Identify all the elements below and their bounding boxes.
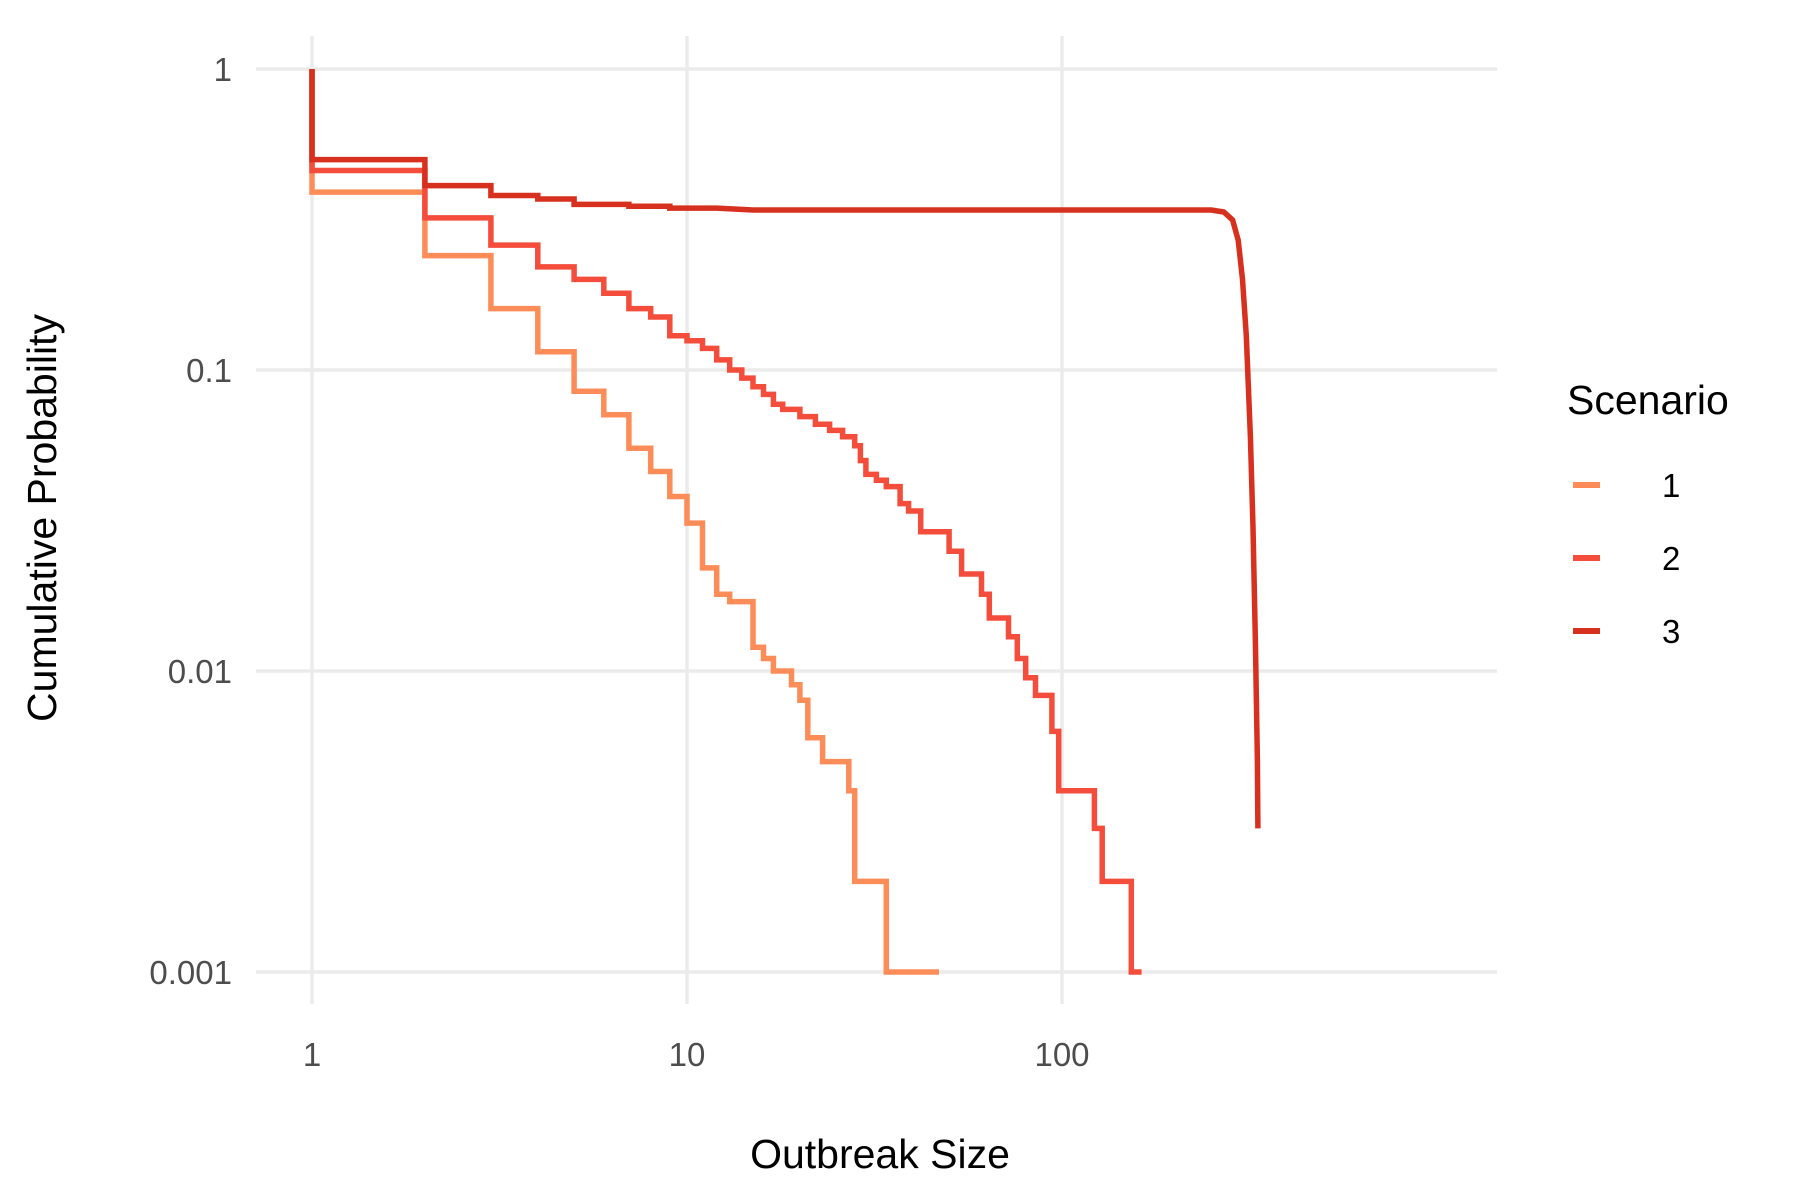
y-tick-label: 1 [214, 51, 232, 88]
grid-layer [256, 36, 1497, 1004]
series-layer [309, 69, 1261, 975]
legend-label-3: 3 [1662, 613, 1680, 650]
series-line-2 [309, 69, 1142, 975]
x-tick-label: 100 [1034, 1036, 1089, 1073]
y-tick-label: 0.01 [168, 653, 232, 690]
tick-layer: 1 10 100 1 0.1 0.01 0.001 [149, 51, 1089, 1073]
legend-title: Scenario [1567, 377, 1729, 423]
y-tick-label: 0.1 [186, 352, 232, 389]
series-line-1 [309, 69, 939, 975]
x-tick-label: 1 [303, 1036, 321, 1073]
legend-label-1: 1 [1662, 467, 1680, 504]
series-line-3 [309, 69, 1261, 829]
x-tick-label: 10 [669, 1036, 706, 1073]
legend-label-2: 2 [1662, 540, 1680, 577]
legend: Scenario 1 2 3 [1567, 377, 1729, 650]
x-axis-title: Outbreak Size [750, 1131, 1010, 1177]
y-axis-title: Cumulative Probability [19, 314, 65, 722]
y-tick-label: 0.001 [149, 954, 232, 991]
